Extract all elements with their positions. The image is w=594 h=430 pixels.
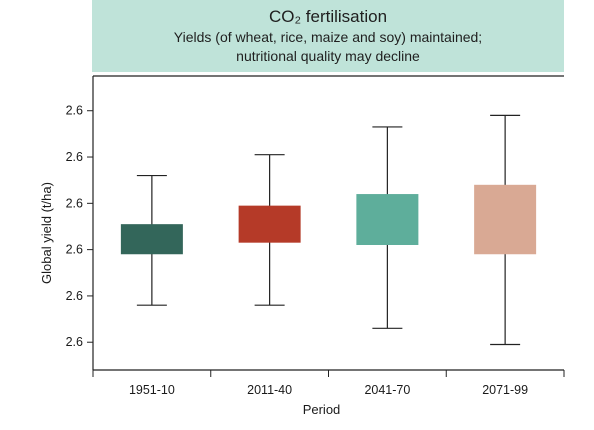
chart-title-box: CO₂ fertilisation Yields (of wheat, rice… bbox=[92, 0, 564, 72]
x-axis-title: Period bbox=[303, 402, 341, 417]
box-2071-99 bbox=[474, 114, 537, 346]
x-tick-label: 2041-70 bbox=[364, 383, 410, 397]
x-tick-label: 2071-99 bbox=[482, 383, 528, 397]
y-tick-label: 2.6 bbox=[66, 196, 83, 210]
box-1951-10 bbox=[120, 174, 183, 306]
x-tick-label: 1951-10 bbox=[129, 383, 175, 397]
box-2041-70 bbox=[356, 126, 419, 329]
x-tick-label: 2011-40 bbox=[247, 383, 292, 397]
chart-subtitle-line-2: nutritional quality may decline bbox=[236, 48, 420, 64]
box-body bbox=[474, 184, 537, 255]
box-body bbox=[238, 205, 301, 243]
box-2011-40 bbox=[238, 154, 301, 306]
y-axis-title: Global yield (t/ha) bbox=[39, 182, 54, 284]
y-tick-label: 2.6 bbox=[66, 289, 83, 303]
chart-boxes bbox=[120, 114, 537, 346]
box-body bbox=[356, 194, 419, 245]
y-tick-label: 2.6 bbox=[66, 104, 83, 118]
chart-title: CO₂ fertilisation bbox=[268, 7, 388, 26]
chart-axes bbox=[87, 75, 565, 377]
y-tick-label: 2.6 bbox=[66, 150, 83, 164]
box-body bbox=[120, 224, 183, 255]
chart-labels: 2.6 2.6 2.6 2.6 2.6 2.6 1951-10 2011-40 2041-70 2… bbox=[39, 104, 528, 417]
y-tick-label: 2.6 bbox=[66, 335, 83, 349]
y-tick-label: 2.6 bbox=[66, 243, 83, 257]
chart-subtitle-line-1: Yields (of wheat, rice, maize and soy) m… bbox=[173, 29, 483, 45]
